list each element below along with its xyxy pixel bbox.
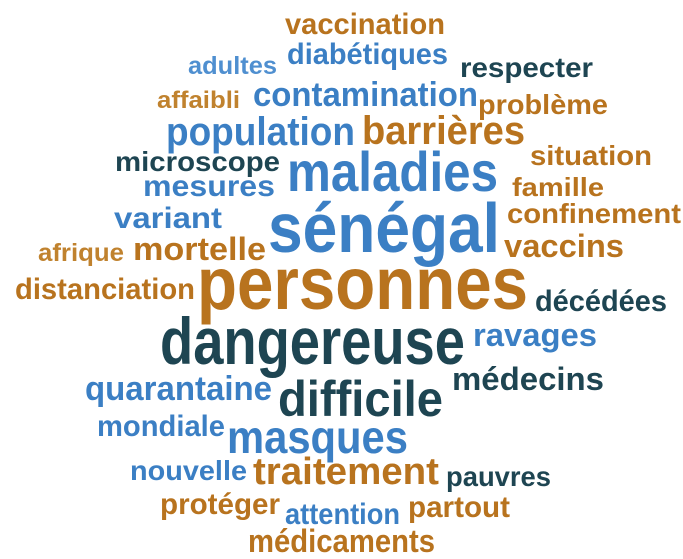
word: nouvelle xyxy=(130,455,247,486)
word: distanciation xyxy=(15,273,195,306)
word: sénégal xyxy=(268,189,500,267)
word: masques xyxy=(227,411,408,463)
word: mondiale xyxy=(97,410,225,443)
word: barrières xyxy=(362,109,525,153)
word: vaccins xyxy=(504,228,624,264)
word: adultes xyxy=(188,52,277,80)
word: microscope xyxy=(115,146,280,177)
word: problème xyxy=(478,89,608,120)
word: attention xyxy=(285,498,400,531)
word: médecins xyxy=(452,361,604,397)
word: ravages xyxy=(473,317,597,353)
word: diabétiques xyxy=(287,38,448,71)
word: maladies xyxy=(287,140,498,203)
word: personnes xyxy=(197,242,528,325)
word: partout xyxy=(408,491,510,524)
word: médicaments xyxy=(248,523,435,559)
word: variant xyxy=(114,202,222,235)
word: protéger xyxy=(160,488,280,521)
word: affaibli xyxy=(157,87,240,114)
word: pauvres xyxy=(446,461,551,492)
word: respecter xyxy=(460,52,593,83)
word: quarantaine xyxy=(85,370,272,408)
word: mesures xyxy=(143,170,275,203)
word: confinement xyxy=(507,198,681,229)
word: difficile xyxy=(278,371,443,427)
word: population xyxy=(166,110,355,154)
word: vaccination xyxy=(285,8,445,41)
word: traitement xyxy=(253,451,439,493)
word: afrique xyxy=(38,239,124,267)
word: contamination xyxy=(253,76,478,114)
word: situation xyxy=(530,140,652,171)
word: dangereuse xyxy=(160,304,465,378)
word: mortelle xyxy=(133,231,266,267)
word: famille xyxy=(512,172,604,202)
word: décédées xyxy=(535,285,667,318)
